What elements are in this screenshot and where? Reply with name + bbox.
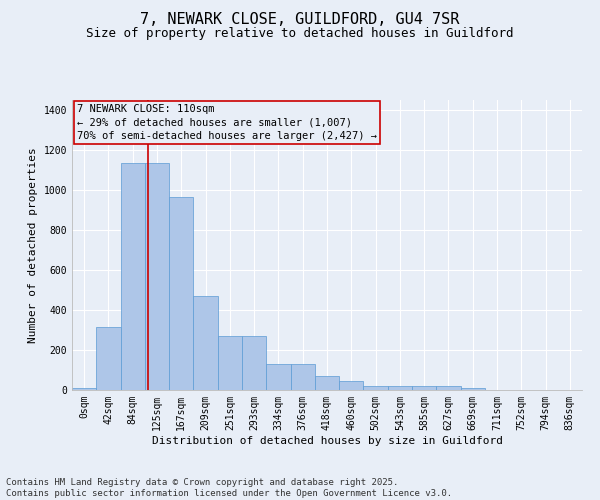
Bar: [388, 386, 412, 390]
Bar: [169, 198, 193, 390]
Text: Size of property relative to detached houses in Guildford: Size of property relative to detached ho…: [86, 28, 514, 40]
Bar: [266, 364, 290, 390]
Text: 7, NEWARK CLOSE, GUILDFORD, GU4 7SR: 7, NEWARK CLOSE, GUILDFORD, GU4 7SR: [140, 12, 460, 28]
Bar: [364, 386, 388, 390]
Bar: [412, 386, 436, 390]
Bar: [461, 388, 485, 390]
Bar: [242, 336, 266, 390]
X-axis label: Distribution of detached houses by size in Guildford: Distribution of detached houses by size …: [151, 436, 503, 446]
Bar: [121, 163, 145, 390]
Bar: [436, 386, 461, 390]
Text: 7 NEWARK CLOSE: 110sqm
← 29% of detached houses are smaller (1,007)
70% of semi-: 7 NEWARK CLOSE: 110sqm ← 29% of detached…: [77, 104, 377, 141]
Bar: [72, 388, 96, 390]
Bar: [193, 296, 218, 390]
Bar: [145, 163, 169, 390]
Bar: [315, 376, 339, 390]
Bar: [290, 364, 315, 390]
Y-axis label: Number of detached properties: Number of detached properties: [28, 147, 38, 343]
Bar: [218, 336, 242, 390]
Bar: [96, 327, 121, 390]
Text: Contains HM Land Registry data © Crown copyright and database right 2025.
Contai: Contains HM Land Registry data © Crown c…: [6, 478, 452, 498]
Bar: [339, 380, 364, 390]
